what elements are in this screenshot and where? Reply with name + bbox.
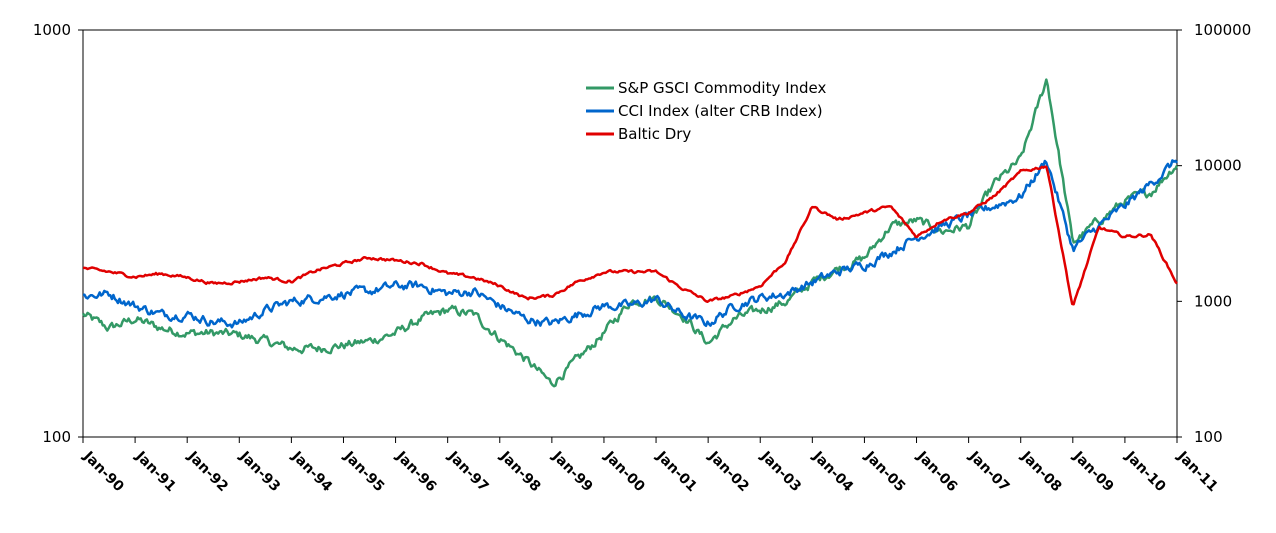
right-y-axis-ticks: 100 1000 10000 100000: [1177, 21, 1251, 446]
x-tick-label: Jan-97: [444, 448, 491, 495]
x-tick-label: Jan-99: [548, 448, 595, 495]
x-tick-label: Jan-06: [913, 448, 960, 495]
right-y-tick-label: 100: [1194, 428, 1223, 446]
x-tick-label: Jan-10: [1121, 448, 1168, 495]
legend: S&P GSCI Commodity Index CCI Index (alter…: [586, 79, 827, 143]
legend-label: CCI Index (alter CRB Index): [618, 102, 823, 120]
plot-frame: [82, 29, 1178, 438]
right-y-tick-label: 1000: [1194, 292, 1232, 310]
x-tick-label: Jan-92: [184, 448, 231, 495]
left-y-tick-label: 100: [42, 428, 71, 446]
x-tick-label: Jan-94: [288, 448, 335, 495]
x-tick-label: Jan-93: [236, 448, 283, 495]
series-line-2: [83, 165, 1178, 306]
x-tick-label: Jan-08: [1017, 448, 1064, 495]
x-tick-label: Jan-05: [861, 448, 908, 495]
left-y-axis-ticks: 100 1000: [33, 21, 83, 446]
x-tick-label: Jan-91: [132, 448, 179, 495]
x-tick-label: Jan-01: [653, 448, 700, 495]
x-tick-label: Jan-02: [705, 448, 752, 495]
x-tick-label: Jan-03: [757, 448, 804, 495]
series-line-1: [82, 159, 1178, 329]
x-tick-label: Jan-95: [340, 448, 387, 495]
right-y-tick-label: 100000: [1194, 21, 1251, 39]
x-tick-label: Jan-98: [496, 448, 543, 495]
x-tick-label: Jan-07: [965, 448, 1012, 495]
x-tick-label: Jan-11: [1173, 448, 1220, 495]
legend-label: Baltic Dry: [618, 125, 691, 143]
right-y-tick-label: 10000: [1194, 157, 1242, 175]
x-tick-label: Jan-04: [809, 448, 856, 495]
left-y-tick-label: 1000: [33, 21, 71, 39]
x-tick-label: Jan-09: [1069, 448, 1116, 495]
x-axis-ticks: Jan-90 Jan-91 Jan-92 Jan-93 Jan-94 Jan-95 Jan-…: [79, 437, 1221, 495]
x-tick-label: Jan-96: [392, 448, 439, 495]
series-lines: [81, 78, 1179, 388]
x-tick-label: Jan-00: [600, 448, 647, 495]
x-tick-label: Jan-90: [79, 448, 126, 495]
legend-label: S&P GSCI Commodity Index: [618, 79, 827, 97]
